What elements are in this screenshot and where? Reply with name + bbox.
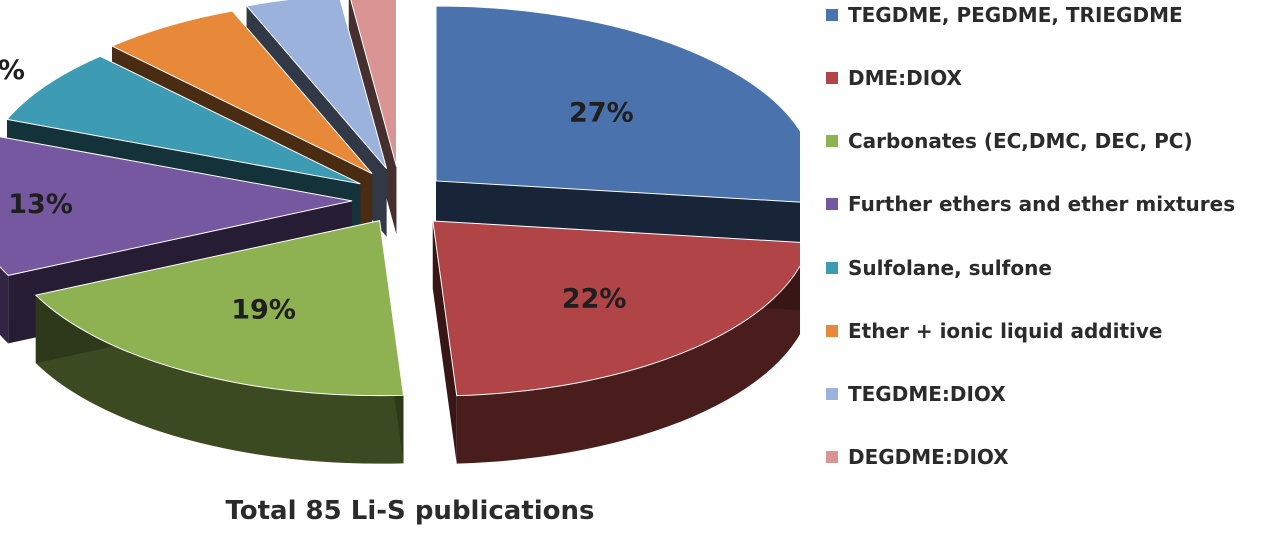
legend-swatch [826,324,838,337]
pie-slice-2 [34,220,405,397]
legend-item: DME:DIOX [826,63,962,93]
pie-tops [0,0,800,397]
legend-swatch [826,72,838,85]
pie-slice-1 [432,220,800,397]
legend-item: Ether + ionic liquid additive [826,316,1162,346]
pie-chart: 27%22%19%13%7%6%4%2% [0,0,800,464]
legend-label: Further ethers and ether mixtures [848,192,1236,217]
data-label-4: 7% [0,55,25,86]
legend-label: Carbonates (EC,DMC, DEC, PC) [848,129,1193,154]
chart-legend: TEGDME, PEGDME, TRIEGDME DME:DIOX Carbonat… [826,0,1280,538]
legend-swatch [826,135,838,148]
legend-item: Carbonates (EC,DMC, DEC, PC) [826,126,1193,156]
pie-slice-7 [350,0,397,167]
legend-label: TEGDME:DIOX [848,381,1006,406]
pie-slice-0 [435,5,800,203]
legend-label: DME:DIOX [848,66,962,91]
legend-item: Sulfolane, sulfone [826,253,1052,283]
data-label-1: 22% [562,284,627,315]
legend-swatch [826,387,838,400]
legend-item: TEGDME:DIOX [826,379,1006,409]
pie-slice-5 [110,10,373,175]
pie-slice-side-3 [0,266,9,344]
legend-label: DEGDME:DIOX [848,444,1009,469]
legend-swatch [826,261,838,274]
pie-slice-wall-1-1 [432,220,457,464]
data-label-3: 13% [8,189,73,220]
legend-label: Ether + ionic liquid additive [848,318,1163,343]
data-label-2: 19% [231,295,296,326]
legend-item: Further ethers and ether mixtures [826,189,1235,219]
legend-swatch [826,9,838,21]
pie-slice-4 [6,55,361,185]
pie-data-labels: 27%22%19%13%7%6%4%2% [0,55,634,326]
chart-caption: Total 85 Li-S publications [225,496,595,526]
legend-item: DEGDME:DIOX [826,442,1009,472]
legend-swatch [826,450,838,463]
legend-swatch [826,198,838,211]
pie-slice-3 [0,136,353,276]
pie-slice-side-1 [456,266,800,464]
pie-slice-6 [245,0,388,169]
legend-item: TEGDME, PEGDME, TRIEGDME [826,0,1183,30]
legend-label: TEGDME, PEGDME, TRIEGDME [848,3,1183,27]
legend-label: Sulfolane, sulfone [848,255,1052,280]
data-label-0: 27% [569,97,634,128]
